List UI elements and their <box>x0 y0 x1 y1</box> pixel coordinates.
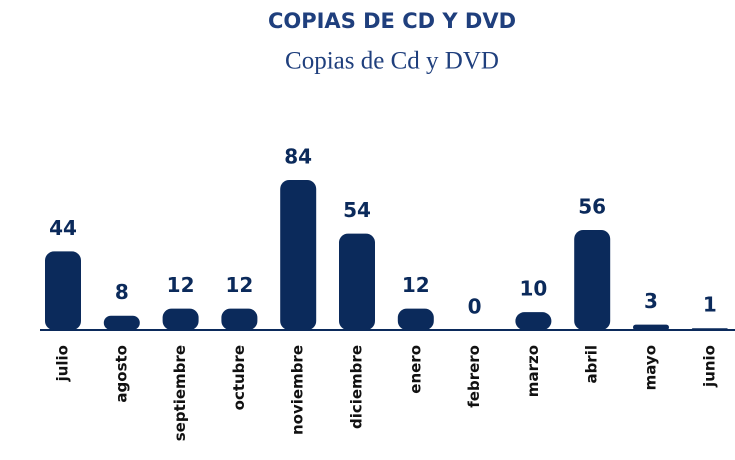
value-label: 3 <box>644 289 658 313</box>
bar <box>691 328 728 330</box>
x-tick-label: octubre <box>230 345 248 410</box>
value-label: 12 <box>225 273 253 297</box>
x-tick-label: mayo <box>642 345 660 390</box>
value-label: 54 <box>343 198 371 222</box>
value-label: 44 <box>49 216 77 240</box>
x-tick-label: diciembre <box>348 345 366 429</box>
value-label: 1 <box>703 293 717 317</box>
value-label: 56 <box>578 195 606 219</box>
x-tick-label: agosto <box>112 345 130 403</box>
value-label: 8 <box>115 280 129 304</box>
value-label: 84 <box>284 145 312 169</box>
value-label: 10 <box>519 277 547 301</box>
chart-subtitle: Copias de Cd y DVD <box>285 48 499 75</box>
bar <box>515 312 552 330</box>
bar <box>339 233 375 330</box>
chart-title: COPIAS DE CD Y DVD <box>268 9 516 33</box>
bar <box>633 324 669 330</box>
x-tick-label: marzo <box>524 345 542 397</box>
x-tick-label: septiembre <box>171 345 189 441</box>
value-label: 12 <box>402 273 430 297</box>
bar <box>280 180 317 330</box>
x-tick-label: junio <box>700 345 718 388</box>
bar <box>103 315 140 330</box>
bar <box>397 308 434 330</box>
x-tick-label: noviembre <box>289 345 307 435</box>
bar <box>45 251 81 330</box>
bar <box>574 230 611 330</box>
x-tick-label: abril <box>583 345 601 384</box>
x-tick-label: febrero <box>465 345 483 408</box>
bar <box>221 308 258 330</box>
value-label: 0 <box>468 295 482 319</box>
x-tick-label: julio <box>54 345 72 382</box>
x-tick-label: enero <box>406 345 424 394</box>
value-label: 12 <box>167 273 195 297</box>
bar <box>162 308 199 330</box>
